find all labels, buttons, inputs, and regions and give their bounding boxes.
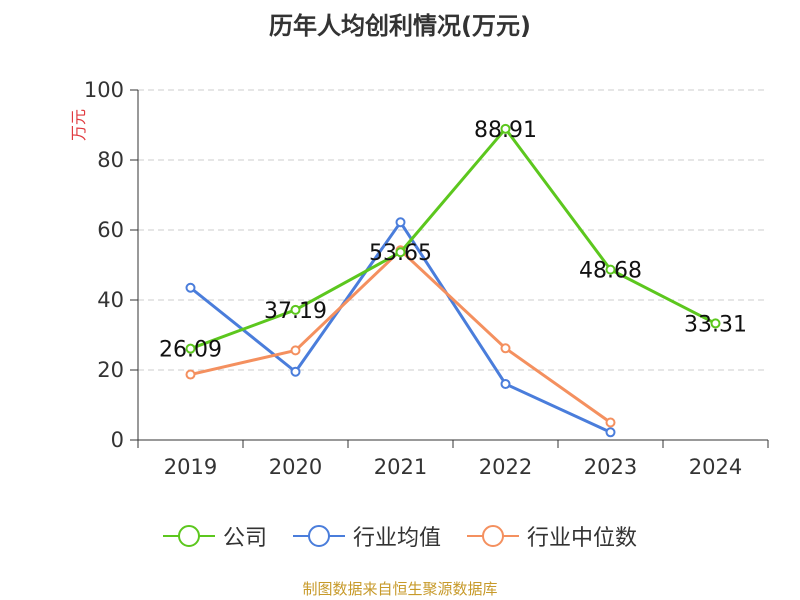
y-tick-label: 80 [97, 148, 124, 172]
legend-label-company: 公司 [222, 526, 267, 551]
data-point-company [500, 123, 511, 134]
y-tick-label: 60 [97, 218, 124, 242]
data-label-company: 88.91 [474, 118, 537, 143]
data-point-industry_avg [185, 282, 196, 293]
data-point-industry_median [185, 369, 196, 380]
legend: 公司 行业均值 行业中位数 [0, 520, 800, 552]
y-tick-label: 40 [97, 288, 124, 312]
data-point-industry_avg [500, 379, 511, 389]
data-point-company [605, 264, 616, 275]
x-tick-label: 2021 [374, 455, 427, 479]
data-label-company: 37.19 [264, 299, 327, 324]
data-label-company: 48.68 [579, 259, 642, 284]
data-point-company [185, 343, 196, 354]
series-line-company [189, 127, 717, 351]
data-point-company [395, 247, 406, 258]
x-tick-label: 2023 [584, 455, 637, 479]
legend-company-icon [162, 525, 215, 547]
chart-title: 历年人均创利情况(万元) [269, 12, 531, 40]
data-label-company: 26.09 [159, 338, 222, 363]
data-label-company: 53.65 [369, 241, 432, 266]
axes: 0 20 40 60 80 100 万元 2019 2020 2021 2022 2023 2024 [69, 78, 769, 479]
data-labels: 26.09 37.19 53.65 88.91 48.68 33.31 [159, 118, 747, 363]
legend-item-industry-median[interactable]: 行业中位数 [467, 520, 637, 552]
data-point-industry_median [605, 417, 616, 428]
x-tick-label: 2024 [689, 455, 742, 479]
legend-item-industry-avg[interactable]: 行业均值 [292, 520, 441, 552]
legend-industry-median-icon [467, 525, 519, 547]
series-lines [185, 123, 721, 438]
data-label-company: 33.31 [684, 312, 747, 337]
source-note: 制图数据来自恒生聚源数据库 [302, 580, 498, 598]
data-point-industry_avg [395, 217, 406, 228]
data-point-industry_avg [605, 427, 616, 438]
legend-label-industry-avg: 行业均值 [352, 526, 441, 551]
y-tick-label: 0 [111, 428, 124, 452]
y-tick-label: 20 [97, 358, 124, 382]
data-point-industry_median [290, 345, 301, 356]
data-point-company [710, 318, 721, 329]
x-tick-label: 2019 [164, 455, 217, 479]
x-tick-label: 2020 [269, 455, 322, 479]
data-point-company [290, 304, 301, 315]
grid-lines [138, 89, 768, 371]
x-tick-label: 2022 [479, 455, 532, 479]
y-tick-label: 100 [84, 78, 124, 102]
legend-label-industry-median: 行业中位数 [527, 526, 638, 551]
legend-industry-avg-icon [292, 525, 345, 547]
data-point-industry_median [500, 343, 511, 354]
y-axis-unit-label: 万元 [69, 109, 88, 141]
legend-item-company[interactable]: 公司 [162, 520, 267, 552]
data-point-industry_avg [290, 366, 301, 377]
